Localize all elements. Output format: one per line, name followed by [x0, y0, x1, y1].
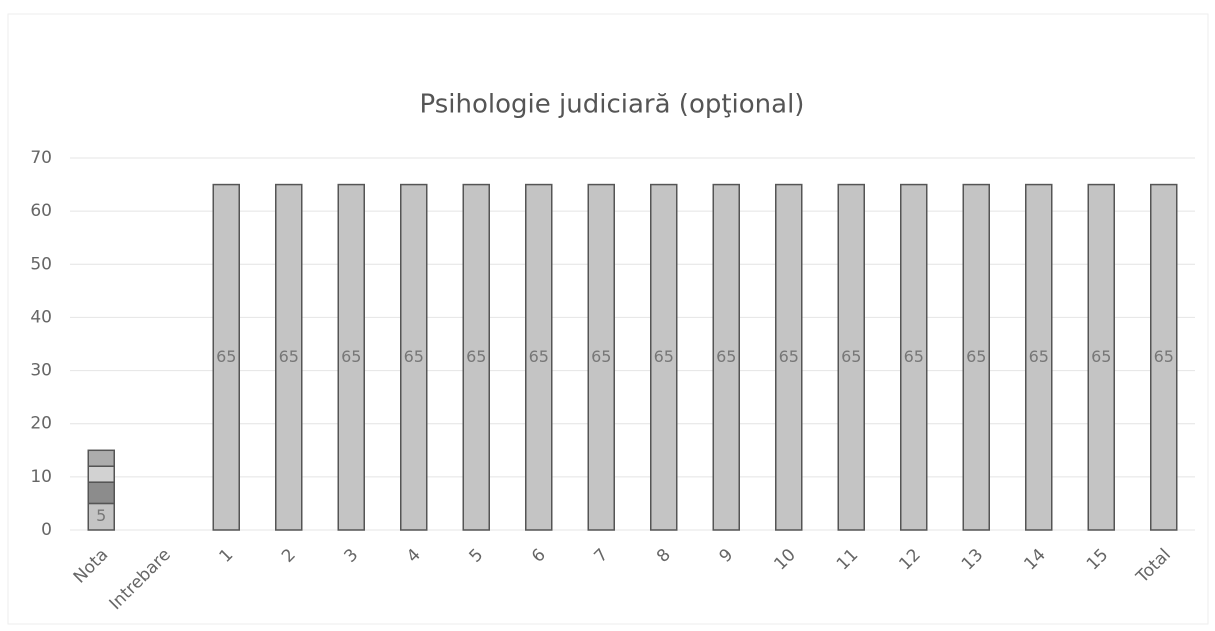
y-tick-label: 10 [30, 467, 52, 487]
x-tick-label: 15 [1083, 545, 1112, 574]
chart-frame [7, 13, 1209, 625]
data-label: 65 [404, 347, 424, 366]
x-tick-label: 5 [466, 545, 488, 567]
y-tick-label: 50 [30, 254, 52, 274]
bar-segment [587, 183, 615, 531]
y-tick-label: 40 [30, 307, 52, 327]
bar-segment [212, 183, 240, 531]
bar-segment [337, 183, 365, 531]
x-tick-label: 7 [591, 545, 613, 567]
bar-segment [775, 183, 803, 531]
bar-segment [650, 183, 678, 531]
x-tick-label: Nota [70, 545, 113, 588]
data-label: 65 [904, 347, 924, 366]
x-tick-label: 14 [1020, 545, 1049, 574]
x-tick-label: 10 [770, 545, 799, 574]
x-tick-label: 8 [653, 545, 675, 567]
x-tick-label: 11 [833, 545, 862, 574]
y-tick-label: 30 [30, 361, 52, 381]
data-label: 65 [1029, 347, 1049, 366]
y-tick-label: 0 [41, 520, 52, 540]
data-label: 65 [466, 347, 486, 366]
data-label: 65 [1154, 347, 1174, 366]
data-label: 65 [716, 347, 736, 366]
x-tick-label: 13 [958, 545, 987, 574]
y-tick-label: 70 [30, 148, 52, 168]
y-tick-label: 60 [30, 201, 52, 221]
bar-segment [900, 183, 928, 531]
bar-segment [525, 183, 553, 531]
data-label: 5 [96, 506, 106, 525]
bar-segment [1150, 183, 1178, 531]
bar-segment [87, 449, 115, 467]
x-tick-label: 3 [341, 545, 363, 567]
data-label: 65 [591, 347, 611, 366]
bar-segment [837, 183, 865, 531]
data-label: 65 [1091, 347, 1111, 366]
bar-segment [87, 502, 115, 531]
x-tick-label: 9 [716, 545, 738, 567]
y-tick-label: 20 [30, 414, 52, 434]
bar-segment [1087, 183, 1115, 531]
x-tick-label: 4 [403, 545, 425, 567]
x-tick-label: 6 [528, 545, 550, 567]
bar-segment [87, 465, 115, 483]
bar-segment [87, 481, 115, 505]
x-tick-label: Total [1132, 545, 1175, 588]
data-label: 65 [779, 347, 799, 366]
x-tick-label: 12 [895, 545, 924, 574]
bar-segment [275, 183, 303, 531]
data-label: 65 [341, 347, 361, 366]
data-label: 65 [529, 347, 549, 366]
bar-segment [462, 183, 490, 531]
bar-segment [400, 183, 428, 531]
data-label: 65 [216, 347, 236, 366]
chart-title: Psihologie judiciară (opţional) [420, 90, 805, 120]
bar-segment [712, 183, 740, 531]
x-tick-label: 1 [216, 545, 238, 567]
data-label: 65 [279, 347, 299, 366]
data-label: 65 [841, 347, 861, 366]
data-label: 65 [654, 347, 674, 366]
x-tick-label: Intrebare [106, 545, 175, 614]
bar-segment [1025, 183, 1053, 531]
x-tick-label: 2 [278, 545, 300, 567]
data-label: 65 [966, 347, 986, 366]
bar-segment [962, 183, 990, 531]
